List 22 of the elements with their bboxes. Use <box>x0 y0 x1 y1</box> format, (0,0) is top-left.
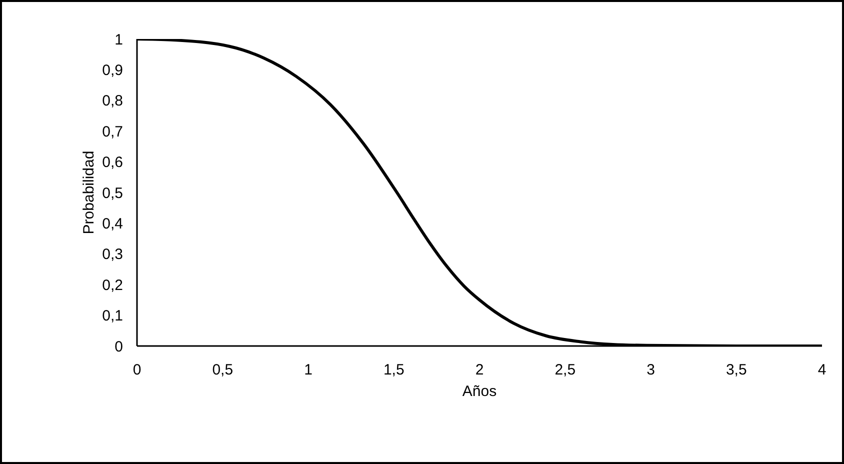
y-tick-label: 0,4 <box>102 216 123 233</box>
x-tick-label: 2 <box>475 362 484 379</box>
y-tick-label: 0,5 <box>102 184 123 202</box>
y-tick-label: 0,8 <box>102 92 123 110</box>
x-axis-title: Años <box>462 383 497 400</box>
x-tick-label: 2,5 <box>554 362 576 379</box>
y-tick-label: 0,7 <box>102 123 123 140</box>
x-tick-label: 3 <box>646 362 655 379</box>
x-tick-label: 1 <box>304 362 312 379</box>
y-tick-label: 1 <box>114 31 123 48</box>
x-tick-label: 3,5 <box>726 362 747 379</box>
x-tick-label: 0 <box>132 362 142 379</box>
y-tick-label: 0 <box>114 338 123 356</box>
x-tick-label: 0,5 <box>212 362 234 379</box>
x-tick-label: 4 <box>818 362 826 379</box>
x-tick-label: 1,5 <box>383 362 404 379</box>
y-axis-title: Probabilidad <box>80 150 98 234</box>
y-tick-label: 0,6 <box>102 154 123 172</box>
y-tick-label: 0,1 <box>102 308 123 325</box>
y-tick-label: 0,2 <box>102 276 123 294</box>
y-tick-label: 0,9 <box>102 62 123 80</box>
y-tick-label: 0,3 <box>102 246 123 264</box>
